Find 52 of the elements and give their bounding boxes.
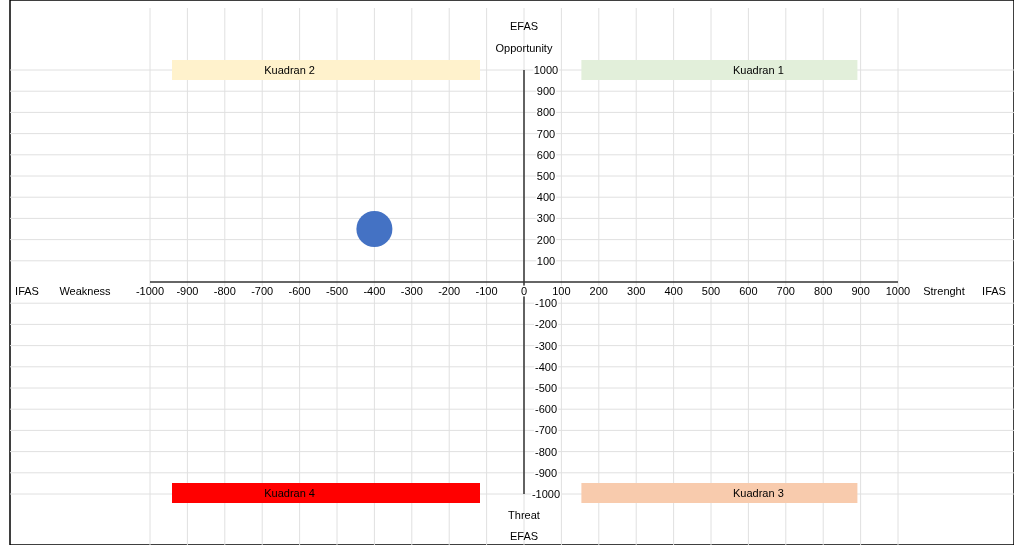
y-tick-label: 1000 <box>533 64 559 76</box>
x-tick-label: -100 <box>475 285 498 297</box>
x-tick-label: 500 <box>701 285 721 297</box>
x-tick-label: -400 <box>363 285 386 297</box>
y-tick-label: 300 <box>536 212 556 225</box>
x-tick-label: 800 <box>814 285 833 297</box>
x-tick-label: -600 <box>288 285 311 297</box>
y-tick-label: 900 <box>536 85 556 98</box>
y-tick-label: -700 <box>534 424 558 437</box>
x-tick-label: 600 <box>739 285 758 297</box>
x-tick-label: -900 <box>176 285 199 297</box>
y-tick-label: -200 <box>534 318 558 331</box>
y-tick-label: -600 <box>534 403 558 416</box>
text: IFAS <box>15 285 39 297</box>
text: Weakness <box>59 285 112 297</box>
y-tick-label: 800 <box>536 106 556 119</box>
text: Opportunity <box>495 42 553 54</box>
x-tick-label: -1000 <box>135 285 165 297</box>
y-tick-label: -800 <box>534 445 558 458</box>
y-tick-label: 500 <box>536 170 556 182</box>
y-tick-label: 700 <box>536 127 556 140</box>
y-tick-label: -400 <box>534 360 558 373</box>
x-tick-label: 300 <box>627 285 646 297</box>
x-tick-label: 400 <box>664 285 683 297</box>
x-tick-label: 900 <box>851 285 870 297</box>
text: Threat <box>508 509 540 521</box>
y-tick-label: -100 <box>534 297 558 310</box>
y-tick-label: 100 <box>536 254 556 267</box>
text: EFAS <box>509 20 539 32</box>
y-tick-label: -300 <box>534 339 558 352</box>
x-tick-label: 700 <box>776 285 795 297</box>
x-tick-label: -700 <box>251 285 274 297</box>
y-tick-label: -900 <box>534 466 558 479</box>
annotation: Kuadran 2 <box>264 64 315 76</box>
y-tick-label: 600 <box>536 148 556 161</box>
y-tick-label: -500 <box>534 382 558 394</box>
x-tick-label: 200 <box>589 285 608 297</box>
x-tick-label: 100 <box>552 285 571 297</box>
x-tick-label: -300 <box>400 285 423 297</box>
annotation: Kuadran 4 <box>264 487 315 499</box>
text: IFAS <box>982 285 1006 297</box>
text: EFAS <box>509 530 539 542</box>
text: Strenght <box>923 285 965 297</box>
y-tick-label: 200 <box>536 233 556 246</box>
x-tick-label: -800 <box>213 285 236 297</box>
x-tick-label: -500 <box>325 285 349 297</box>
x-tick-label: 1000 <box>885 285 911 297</box>
annotation: Kuadran 3 <box>733 487 784 499</box>
y-tick-label: -1000 <box>531 488 561 500</box>
x-tick-label: -200 <box>438 285 461 297</box>
annotation: Kuadran 1 <box>733 64 784 76</box>
y-tick-label: 400 <box>536 191 556 204</box>
